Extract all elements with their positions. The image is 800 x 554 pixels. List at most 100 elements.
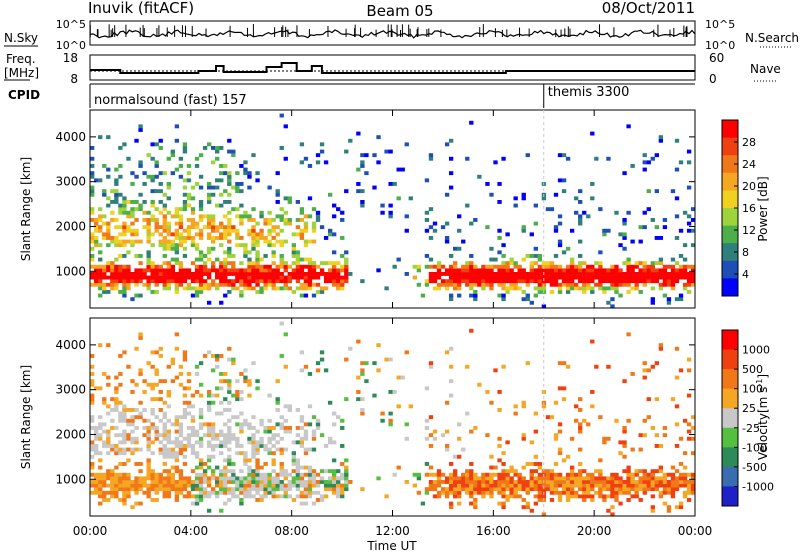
velocity-cell	[158, 408, 163, 412]
power-cell	[658, 272, 664, 276]
power-cell	[481, 264, 486, 269]
power-cell	[646, 264, 651, 269]
power-cell	[186, 282, 192, 287]
power-cell	[90, 264, 95, 269]
velocity-cell	[134, 447, 139, 452]
power-cell	[206, 221, 212, 226]
power-cell	[336, 275, 341, 280]
velocity-cell	[582, 476, 587, 481]
velocity-cell	[90, 472, 95, 477]
velocity-cell	[457, 487, 462, 492]
freq-left-tick-bottom: 8	[70, 72, 78, 86]
power-cell	[501, 275, 506, 280]
power-cell	[537, 254, 543, 258]
power-cell	[215, 178, 220, 183]
velocity-cell	[674, 346, 680, 351]
velocity-cell	[98, 472, 103, 477]
power-cell	[251, 286, 256, 291]
velocity-cell	[569, 494, 575, 499]
velocity-cell	[650, 494, 655, 499]
power-cell	[469, 275, 474, 280]
velocity-cell	[90, 462, 95, 466]
velocity-cell	[255, 440, 260, 445]
power-cell	[481, 275, 486, 280]
power-cell	[481, 282, 486, 287]
velocity-cell	[130, 505, 135, 510]
velocity-cell	[182, 411, 188, 416]
velocity-cell	[130, 408, 135, 412]
velocity-cell	[590, 487, 595, 492]
power-cell	[166, 282, 171, 287]
velocity-cell	[206, 508, 212, 513]
power-cell	[259, 257, 264, 262]
velocity-cell	[223, 372, 228, 376]
velocity-cell	[283, 332, 288, 337]
velocity-cell	[90, 400, 95, 405]
velocity-cell	[432, 472, 438, 477]
velocity-cell	[122, 462, 127, 466]
velocity-cell	[114, 386, 119, 391]
power-cell	[122, 279, 127, 284]
velocity-cell	[646, 472, 651, 477]
power-cell	[202, 254, 208, 258]
power-cell	[686, 272, 692, 276]
power-cell	[90, 189, 95, 194]
power-cell	[122, 290, 127, 294]
power-cell	[674, 268, 680, 273]
velocity-cell	[356, 375, 361, 380]
power-cell	[94, 243, 99, 248]
velocity-cell	[549, 469, 555, 474]
power-cell	[578, 286, 583, 291]
power-cell	[247, 257, 252, 262]
power-cell	[275, 279, 280, 284]
velocity-cell	[287, 483, 292, 488]
power-cell	[448, 272, 454, 276]
velocity-cell	[686, 490, 692, 495]
power-cell	[227, 178, 232, 183]
velocity-cell	[227, 436, 232, 441]
velocity-cell	[178, 426, 184, 430]
velocity-cell	[162, 483, 167, 488]
velocity-cell	[239, 480, 244, 484]
power-cell	[590, 131, 595, 136]
power-cell	[202, 146, 208, 150]
velocity-cell	[251, 480, 256, 484]
power-cell	[206, 218, 212, 222]
velocity-cell	[146, 426, 151, 430]
velocity-colorbar-tick-label: -1000	[742, 480, 774, 493]
velocity-cell	[340, 462, 345, 466]
noise-right-tick-bottom: 10^0	[705, 39, 735, 52]
power-cell	[190, 236, 196, 240]
velocity-cell	[598, 483, 603, 488]
velocity-cell	[404, 422, 409, 427]
power-cell	[182, 272, 188, 276]
power-cell	[574, 264, 579, 269]
power-cell	[545, 275, 551, 280]
power-cell	[251, 232, 256, 237]
velocity-cell	[565, 490, 571, 495]
power-cell	[223, 272, 228, 276]
velocity-cell	[239, 426, 244, 430]
velocity-cell	[198, 382, 204, 387]
power-cell	[533, 293, 538, 298]
velocity-cell	[344, 480, 349, 484]
velocity-cell	[178, 451, 184, 456]
power-cell	[279, 257, 284, 262]
power-cell	[263, 254, 268, 258]
velocity-cell	[497, 458, 502, 463]
power-cell	[98, 272, 103, 276]
power-cell	[315, 210, 321, 215]
velocity-cell	[190, 429, 196, 434]
power-cell	[90, 232, 95, 237]
power-cell	[578, 239, 583, 244]
power-cell	[404, 214, 409, 219]
power-cell	[344, 250, 349, 255]
power-cell	[94, 225, 99, 230]
power-cell	[658, 236, 664, 240]
power-cell	[227, 171, 232, 176]
velocity-cell	[259, 440, 264, 445]
power-cell	[186, 232, 192, 237]
velocity-cell	[299, 418, 305, 423]
power-cell	[311, 261, 317, 266]
power-cell	[533, 203, 538, 208]
